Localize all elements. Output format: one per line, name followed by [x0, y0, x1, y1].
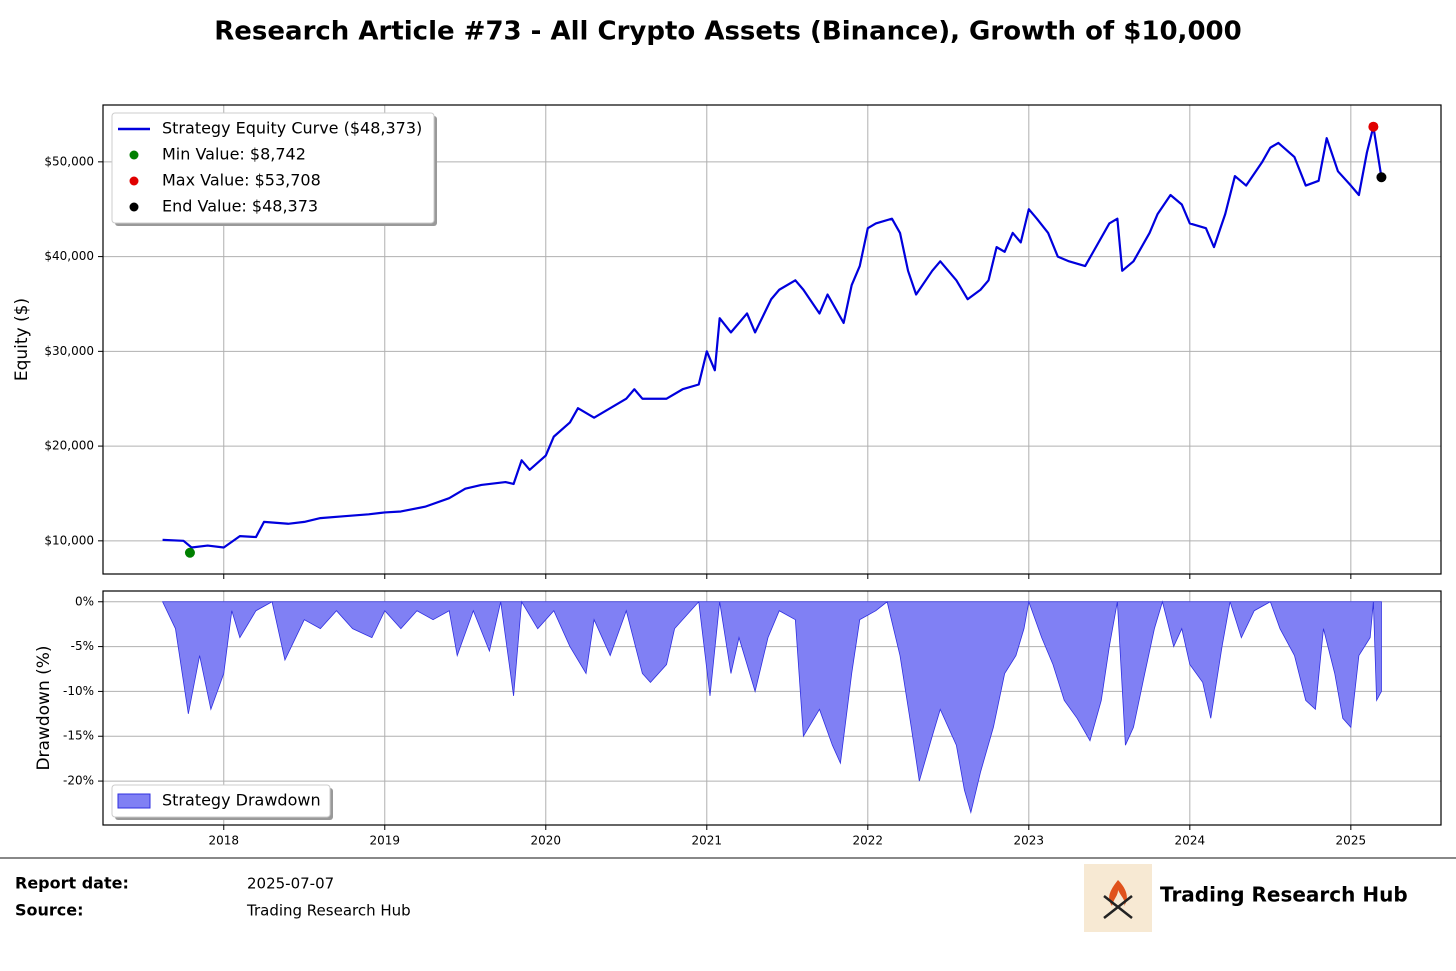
- marker-point: [1376, 172, 1387, 183]
- logo: [1084, 864, 1152, 932]
- y-tick-label: $20,000: [44, 439, 94, 453]
- logo-flame: [1109, 880, 1127, 906]
- logo-text: Trading Research Hub: [1160, 883, 1408, 907]
- y-axis-label: Drawdown (%): [34, 645, 54, 770]
- logo-bg: [1084, 864, 1152, 932]
- x-tick-label: 2023: [1014, 834, 1045, 848]
- y-axis-label: Equity ($): [12, 298, 32, 381]
- x-tick-label: 2022: [853, 834, 884, 848]
- legend-label: Min Value: $8,742: [162, 145, 306, 164]
- legend-label: Strategy Drawdown: [162, 791, 321, 810]
- source: Trading Research Hub: [246, 902, 411, 920]
- y-tick-label: -20%: [63, 774, 94, 788]
- drawdown-area: [161, 600, 1382, 815]
- legend-label: Max Value: $53,708: [162, 171, 321, 190]
- legend-swatch: [129, 202, 139, 212]
- y-tick-label: $10,000: [44, 533, 94, 547]
- marker-point: [184, 547, 195, 558]
- legend: Strategy Equity Curve ($48,373) Min Value…: [111, 112, 437, 226]
- y-tick-label: -15%: [63, 729, 94, 743]
- x-tick-label: 2021: [692, 834, 723, 848]
- x-tick-label: 2019: [369, 834, 400, 848]
- x-tick-label: 2025: [1336, 834, 1367, 848]
- legend-label: End Value: $48,373: [162, 197, 318, 216]
- x-tick-label: 2024: [1175, 834, 1206, 848]
- legend: Strategy Drawdown: [111, 784, 333, 820]
- marker-point: [1368, 121, 1379, 132]
- logo-blade: [1103, 895, 1133, 919]
- report-date-label: Report date:: [15, 874, 129, 893]
- plot-frame: [102, 590, 1442, 826]
- y-tick-label: $40,000: [44, 249, 94, 263]
- y-tick-label: $50,000: [44, 154, 94, 168]
- equity-line: [162, 125, 1383, 549]
- legend-swatch: [129, 176, 139, 186]
- report-date: 2025-07-07: [247, 875, 334, 893]
- legend-swatch: [129, 150, 139, 160]
- y-tick-label: -10%: [63, 684, 94, 698]
- x-tick-label: 2020: [531, 834, 562, 848]
- y-tick-label: 0%: [75, 594, 94, 608]
- legend-label: Strategy Equity Curve ($48,373): [162, 119, 422, 138]
- legend-box: [111, 112, 435, 224]
- y-tick-label: $30,000: [44, 344, 94, 358]
- legend-swatch: [117, 793, 151, 809]
- y-tick-label: -5%: [71, 639, 94, 653]
- x-tick-label: 2018: [208, 834, 239, 848]
- legend-box: [111, 784, 331, 818]
- source-label: Source:: [15, 901, 84, 920]
- plot-frame: [102, 104, 1442, 575]
- chart-title: Research Article #73 - All Crypto Assets…: [214, 17, 1241, 47]
